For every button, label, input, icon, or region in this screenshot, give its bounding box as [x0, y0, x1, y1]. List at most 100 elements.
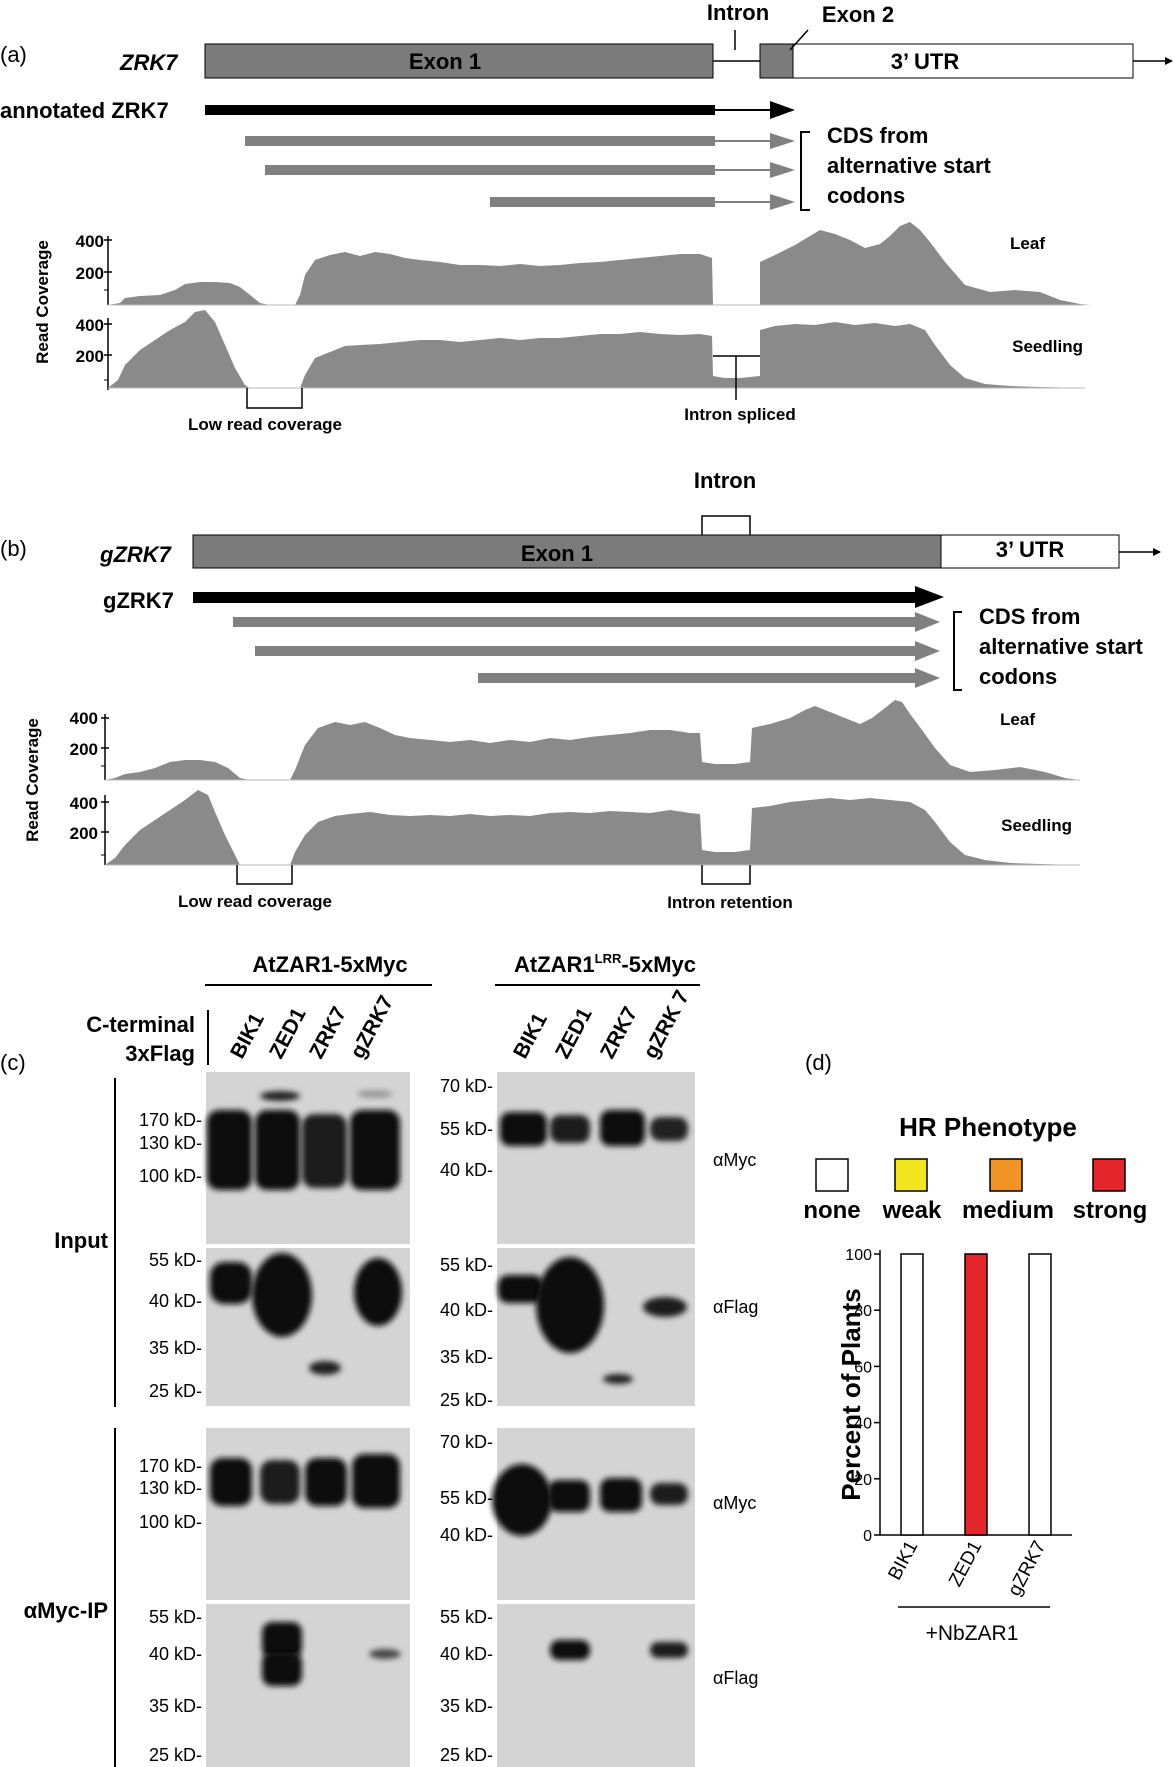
- panel-c-group1-title: AtZAR1-5xMyc: [252, 952, 407, 977]
- panel-c-input-label: Input: [54, 1228, 108, 1253]
- panel-c-lane-1-4: gZRK7: [346, 992, 398, 1063]
- panel-c-rowhead-2: 3xFlag: [125, 1041, 195, 1066]
- legend-label-none: none: [803, 1197, 860, 1224]
- marker-40-b: 40 kD-: [149, 1291, 202, 1311]
- panel-b-cds-arrowhead-1: [915, 612, 940, 632]
- panel-b-leaf-coverage: [105, 700, 1080, 780]
- panel-b-intron-bracket-bottom: [701, 865, 751, 885]
- marker-25-f: 25 kD-: [149, 1745, 202, 1765]
- marker-35-c: 35 kD-: [440, 1347, 493, 1367]
- legend-swatch-medium: [989, 1158, 1023, 1192]
- panel-a-leaf-axis: [104, 236, 112, 305]
- panel-a-intron-note: Intron spliced: [684, 405, 795, 424]
- y-tick-label: 20: [854, 1472, 872, 1489]
- y-axis-label: Percent of Plants: [836, 1288, 866, 1500]
- marker-70-e: 70 kD-: [440, 1432, 493, 1452]
- x-tick-label: BIK1: [885, 1537, 923, 1583]
- panel-b-cds-arrows: [233, 611, 962, 691]
- panel-c-lane-2-3: ZRK7: [596, 1003, 642, 1062]
- panel-a-leaf-tick-200: 200: [76, 264, 104, 283]
- panel-a-utr-label: 3’ UTR: [891, 49, 960, 74]
- panel-a-cds-bar-3: [490, 197, 715, 207]
- panel-c-ip-label: αMyc-IP: [24, 1598, 108, 1623]
- panel-b-cds-text-1: CDS from: [979, 604, 1080, 629]
- legend-swatch-none: [815, 1158, 849, 1192]
- blot-ip-myc-left: [206, 1428, 410, 1600]
- panel-b-cds-text-3: codons: [979, 664, 1057, 689]
- panel-a-annotated-arrowhead: [770, 101, 795, 119]
- panel-a-annotated-bar: [205, 105, 715, 115]
- marker-25-c: 25 kD-: [440, 1390, 493, 1410]
- y-tick-label: 80: [854, 1303, 872, 1320]
- panel-b-leaf-tick-200: 200: [70, 740, 98, 759]
- panel-d-label: (d): [805, 1050, 832, 1075]
- panel-a-seedling-tick-200: 200: [76, 347, 104, 366]
- panel-a-exon2-pointer: [789, 29, 809, 51]
- label-aflag-input: αFlag: [713, 1297, 758, 1317]
- panel-a-cds-bracket: [800, 131, 810, 211]
- marker-70-a: 70 kD-: [440, 1076, 493, 1096]
- panel-c-lane-2-2: ZED1: [551, 1004, 597, 1062]
- panel-b-seedling-axis: [101, 795, 109, 865]
- panel-b-seedling-tick-200: 200: [70, 824, 98, 843]
- panel-b-seedling-coverage: [105, 790, 1080, 865]
- panel-a-seedling-label: Seedling: [1012, 337, 1083, 356]
- y-tick-label: 60: [854, 1359, 872, 1376]
- panel-a-cds-bar-1: [245, 136, 715, 146]
- panel-b-intron-note: Intron retention: [667, 893, 793, 912]
- marker-170-a: 170 kD-: [139, 1110, 202, 1130]
- marker-25-g: 25 kD-: [440, 1745, 493, 1765]
- label-amyc-ip: αMyc: [713, 1493, 756, 1513]
- legend-label-strong: strong: [1073, 1197, 1148, 1224]
- panel-a-cds-text-2: alternative start: [827, 153, 992, 178]
- panel-c-rowhead-1: C-terminal: [86, 1012, 195, 1037]
- panel-a: (a) ZRK7 Exon 1 3’ UTR Intron Exon 2 ann…: [0, 0, 1173, 434]
- panel-a-exon2-box: [759, 43, 794, 79]
- panel-b-cds-bar-1: [233, 617, 918, 627]
- legend-swatch-strong: [1092, 1158, 1126, 1192]
- panel-c-lane-1-2: ZED1: [265, 1004, 311, 1062]
- panel-a-leaf-coverage: [108, 222, 1090, 305]
- panel-b-cds-bracket: [953, 611, 962, 691]
- panel-b-seedling-tick-400: 400: [70, 794, 98, 813]
- panel-b-cds-arrowhead-3: [915, 668, 940, 688]
- blot-input-flag-left: [206, 1248, 410, 1406]
- panel-a-cds-text-3: codons: [827, 183, 905, 208]
- panel-a-exon1-box: [204, 43, 714, 79]
- marker-40-c: 40 kD-: [440, 1300, 493, 1320]
- panel-a-cds-arrowhead-3: [770, 194, 795, 210]
- blot-input-flag-right: [497, 1248, 695, 1406]
- panel-c: (c) AtZAR1-5xMyc AtZAR1LRR-5xMyc C-termi…: [0, 951, 758, 1767]
- x-tick-label: gZRK7: [1004, 1537, 1050, 1599]
- legend-swatch-weak: [894, 1158, 928, 1192]
- panel-b-intron-bracket-top: [701, 515, 751, 535]
- panel-b-cds-text-2: alternative start: [979, 634, 1144, 659]
- y-tick-label: 100: [845, 1247, 872, 1264]
- panel-b-utr-box: [940, 534, 1120, 569]
- panel-a-seedling-axis: [104, 318, 112, 390]
- panel-d-legend-title: HR Phenotype: [899, 1112, 1077, 1142]
- panel-d-legend: none weak medium strong: [803, 1158, 1148, 1224]
- marker-55-b: 55 kD-: [149, 1250, 202, 1270]
- panel-b-construct-label: gZRK7: [103, 588, 174, 613]
- y-tick-label: 0: [863, 1528, 872, 1545]
- panel-a-intron-label: Intron: [707, 0, 769, 25]
- panel-a-cds-arrows: [245, 131, 810, 211]
- panel-b-seedling-label: Seedling: [1001, 816, 1072, 835]
- marker-55-g: 55 kD-: [440, 1607, 493, 1627]
- legend-label-medium: medium: [962, 1197, 1054, 1224]
- marker-35-f: 35 kD-: [149, 1696, 202, 1716]
- marker-25-b: 25 kD-: [149, 1381, 202, 1401]
- panel-b-cds-bar-3: [478, 673, 918, 683]
- panel-d: (d) HR Phenotype none weak medium strong 0 2…: [803, 1050, 1147, 1645]
- panel-a-cds-text-1: CDS from: [827, 123, 928, 148]
- panel-b-cds-bar-2: [255, 646, 918, 656]
- marker-40-g: 40 kD-: [440, 1644, 493, 1664]
- marker-55-e: 55 kD-: [440, 1488, 493, 1508]
- marker-40-a: 40 kD-: [440, 1160, 493, 1180]
- panel-b-exon1-label: Exon 1: [521, 541, 593, 566]
- panel-c-label: (c): [0, 1050, 26, 1075]
- marker-130-a: 130 kD-: [139, 1133, 202, 1153]
- panel-a-exon2-label: Exon 2: [822, 2, 894, 27]
